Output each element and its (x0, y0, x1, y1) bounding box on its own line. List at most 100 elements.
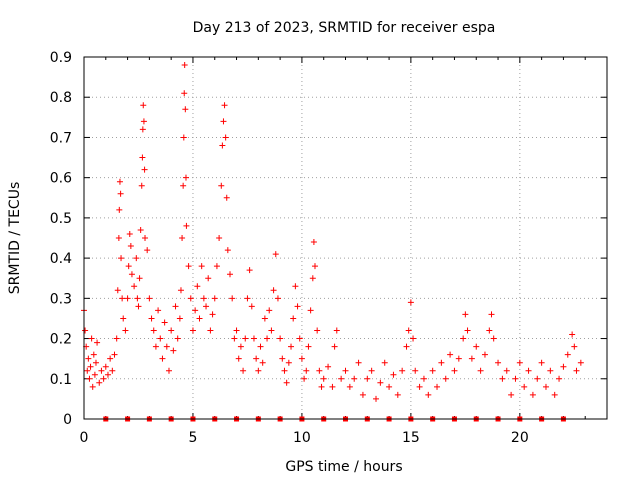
data-point (264, 335, 271, 342)
data-point (250, 335, 257, 342)
data-point (351, 375, 358, 382)
data-point (407, 299, 414, 306)
data-point (460, 335, 467, 342)
data-point (84, 367, 91, 374)
data-point (377, 379, 384, 386)
data-point (364, 375, 371, 382)
data-point (124, 295, 131, 302)
data-point (301, 375, 308, 382)
data-points (81, 62, 584, 422)
data-point (140, 118, 147, 125)
data-point (115, 235, 122, 241)
data-point (182, 174, 189, 181)
data-point (118, 255, 125, 262)
data-point (390, 371, 397, 378)
data-point (139, 126, 146, 133)
data-point (248, 303, 255, 310)
data-point (224, 247, 231, 254)
y-tick-label: 0.8 (50, 90, 72, 106)
data-point (547, 367, 554, 374)
data-point (412, 367, 419, 374)
y-tick-label: 0 (63, 412, 72, 428)
data-point (137, 226, 144, 233)
data-point (503, 367, 510, 374)
data-point (525, 367, 532, 374)
data-point (98, 367, 105, 374)
data-point (139, 154, 146, 161)
data-point (88, 335, 95, 342)
data-point (564, 351, 571, 358)
data-point (529, 391, 536, 398)
data-point (222, 134, 229, 141)
data-point (133, 255, 140, 262)
data-point (259, 359, 266, 366)
data-point (196, 315, 203, 322)
data-point (131, 283, 138, 290)
data-point (311, 263, 318, 270)
data-point (266, 307, 273, 314)
data-point (176, 315, 183, 322)
data-point (279, 355, 286, 362)
data-point (102, 363, 109, 370)
data-point (551, 391, 558, 398)
data-point (290, 315, 297, 322)
y-axis-label: SRMTID / TECUs (7, 182, 23, 295)
data-point (109, 367, 116, 374)
data-point (303, 367, 310, 374)
data-point (116, 178, 123, 185)
data-point (177, 287, 184, 294)
x-tick-label: 20 (511, 430, 529, 446)
data-point (451, 367, 458, 374)
data-point (425, 391, 432, 398)
data-point (89, 383, 96, 390)
data-point (155, 307, 162, 314)
data-point (381, 359, 388, 366)
data-point (159, 355, 166, 362)
gridlines (84, 57, 607, 419)
data-point (90, 351, 97, 358)
data-point (235, 355, 242, 362)
data-point (128, 271, 135, 278)
data-point (495, 359, 502, 366)
data-point (438, 359, 445, 366)
data-point (144, 247, 151, 254)
data-point (403, 343, 410, 350)
data-point (464, 327, 471, 334)
data-point (255, 367, 262, 374)
data-point (272, 251, 279, 258)
data-point (181, 62, 188, 69)
data-point (368, 367, 375, 374)
data-point (318, 383, 325, 390)
data-point (161, 319, 168, 326)
data-point (268, 327, 275, 334)
data-point (150, 327, 157, 334)
data-point (138, 182, 145, 189)
data-point (499, 375, 506, 382)
data-point (512, 375, 519, 382)
data-point (296, 335, 303, 342)
data-point (571, 343, 578, 350)
data-point (91, 371, 98, 378)
data-point (179, 235, 186, 241)
data-point (213, 263, 220, 270)
data-point (113, 335, 120, 342)
data-point (394, 391, 401, 398)
data-point (216, 235, 223, 241)
data-point (534, 375, 541, 382)
data-point (560, 363, 567, 370)
data-point (309, 275, 316, 282)
data-point (246, 267, 253, 274)
data-point (87, 363, 94, 370)
y-tick-label: 0.7 (50, 130, 72, 146)
data-point (117, 190, 124, 197)
data-point (229, 295, 236, 302)
data-point (152, 343, 159, 350)
data-point (119, 295, 126, 302)
data-point (399, 367, 406, 374)
x-tick-label: 10 (293, 430, 311, 446)
data-point (434, 383, 441, 390)
data-point (240, 367, 247, 374)
y-tick-label: 0.2 (50, 332, 72, 348)
data-point (521, 383, 528, 390)
